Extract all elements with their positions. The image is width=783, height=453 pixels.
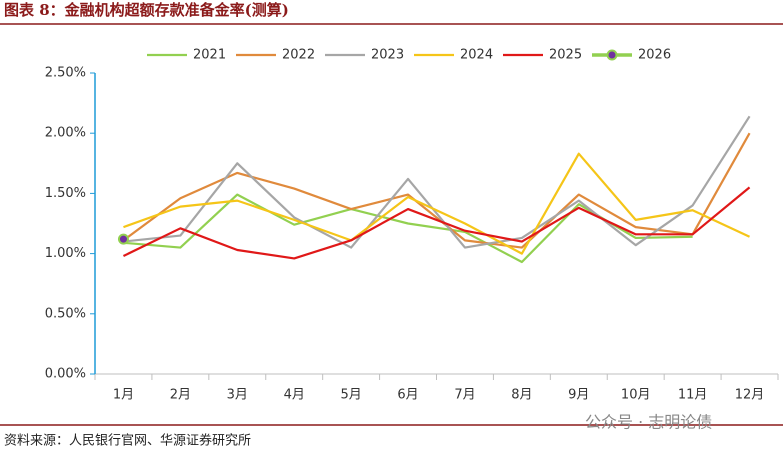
x-tick-label: 1月 [113, 388, 134, 403]
series-marker [117, 233, 129, 245]
x-tick-label: 5月 [340, 388, 361, 403]
x-tick-label: 11月 [678, 388, 708, 403]
x-tick-label: 2月 [170, 388, 191, 403]
chart-title: 图表 8：金融机构超额存款准备金率(测算) [4, 1, 289, 19]
y-tick-label: 0.50% [45, 306, 86, 321]
y-tick-label: 1.50% [45, 186, 86, 201]
legend-label: 2022 [282, 48, 315, 63]
series-line [122, 186, 751, 260]
legend-label: 2021 [193, 48, 226, 63]
legend-marker [606, 49, 618, 61]
watermark: 公众号 · 志明论债 [585, 413, 712, 432]
y-tick-label: 2.50% [45, 66, 86, 81]
legend-label: 2023 [371, 48, 404, 63]
x-tick-label: 7月 [454, 388, 475, 403]
x-tick-label: 3月 [227, 388, 248, 403]
x-tick-label: 9月 [568, 388, 589, 403]
series-line [123, 115, 751, 249]
x-tick-label: 4月 [284, 388, 305, 403]
legend-label: 2025 [549, 48, 582, 63]
x-tick-label: 8月 [511, 388, 532, 403]
x-tick-label: 6月 [397, 388, 418, 403]
y-tick-label: 1.00% [45, 246, 86, 261]
legend-label: 2026 [638, 48, 671, 63]
series-line [123, 152, 751, 255]
series-line [122, 132, 751, 249]
x-tick-label: 12月 [735, 388, 765, 403]
x-tick-label: 10月 [621, 388, 651, 403]
legend-label: 2024 [460, 48, 493, 63]
y-tick-label: 0.00% [45, 367, 86, 382]
source: 资料来源：人民银行官网、华源证券研究所 [4, 433, 251, 449]
y-tick-label: 2.00% [45, 126, 86, 141]
